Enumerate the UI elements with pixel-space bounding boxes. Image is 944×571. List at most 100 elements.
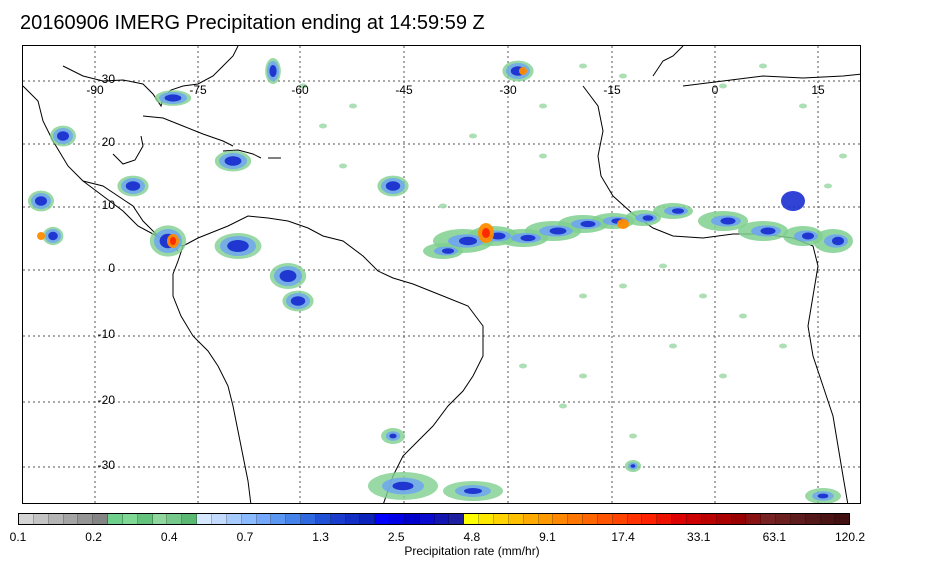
colorbar-swatch	[271, 514, 287, 524]
precip-cell	[519, 363, 527, 369]
colorbar-swatch	[19, 514, 34, 524]
colorbar-swatch	[553, 514, 569, 524]
colorbar-swatch	[137, 514, 153, 524]
colorbar-tick-label: 0.4	[160, 530, 178, 544]
precip-cell	[719, 373, 727, 379]
colorbar-swatch	[701, 514, 717, 524]
colorbar-tick-label: 0.1	[9, 530, 27, 544]
colorbar-swatch	[449, 514, 465, 524]
colorbar-tick-label: 17.4	[611, 530, 635, 544]
precip-cell	[57, 131, 69, 141]
colorbar-swatch	[33, 514, 49, 524]
precip-cell	[824, 183, 832, 189]
precip-cell	[164, 94, 182, 102]
colorbar-swatch	[731, 514, 747, 524]
precip-cell	[672, 208, 684, 214]
precipitation-field	[28, 58, 853, 503]
coastline-gulf-mexico	[23, 85, 179, 252]
precip-cell	[539, 153, 547, 159]
coastline-cuba	[142, 115, 234, 147]
precip-cell	[385, 181, 401, 191]
precip-cell	[779, 343, 787, 349]
latitude-label: 0	[108, 261, 115, 275]
colorbar-tick-label: 9.1	[539, 530, 556, 544]
precip-cell	[720, 217, 736, 225]
colorbar-swatch	[657, 514, 673, 524]
colorbar-swatch	[583, 514, 598, 524]
colorbar-swatch	[419, 514, 435, 524]
colorbar-swatch	[716, 514, 732, 524]
precip-cell	[299, 83, 307, 89]
precip-cell	[319, 123, 327, 129]
colorbar-swatch	[63, 514, 79, 524]
precip-cell	[659, 263, 667, 269]
coastline-mediterranean	[682, 73, 860, 87]
colorbar-swatch	[48, 514, 64, 524]
precip-cell	[442, 248, 454, 254]
colorbar-swatch	[597, 514, 613, 524]
precip-cell	[719, 83, 727, 89]
precip-cell	[459, 236, 477, 246]
colorbar-swatch	[627, 514, 643, 524]
colorbar-swatch	[330, 514, 346, 524]
colorbar-swatch	[152, 514, 168, 524]
precip-cell	[839, 153, 847, 159]
colorbar-swatch	[122, 514, 138, 524]
colorbar-swatch	[523, 514, 539, 524]
latitude-label: 20	[101, 135, 115, 149]
colorbar-swatch	[93, 514, 109, 524]
precip-cell	[125, 181, 141, 191]
precip-cell	[439, 203, 447, 209]
precipitation-map[interactable]: 30 20 10 0 -10 -20 -30 -90 -75 -60 -45 -30 -15 0 15	[22, 45, 861, 504]
precip-cell	[699, 293, 707, 299]
longitude-label: -60	[291, 83, 309, 97]
colorbar-swatch	[686, 514, 702, 524]
precip-cell	[619, 283, 627, 289]
colorbar-swatch	[345, 514, 361, 524]
precip-cell	[619, 73, 627, 79]
longitude-label: -75	[189, 83, 207, 97]
precip-cell	[539, 103, 547, 109]
precip-cell	[580, 220, 596, 228]
coastlines	[23, 46, 860, 503]
longitude-label: 0	[711, 83, 719, 97]
colorbar-swatch	[835, 514, 850, 524]
longitude-label: -15	[603, 83, 621, 97]
colorbar-swatch	[776, 514, 791, 524]
colorbar-tick-label: 0.2	[85, 530, 102, 544]
map-title: 20160906 IMERG Precipitation ending at 1…	[20, 12, 485, 34]
precip-cell	[269, 65, 277, 77]
colorbar-swatch	[167, 514, 183, 524]
colorbar-swatch	[375, 514, 391, 524]
colorbar-swatch	[390, 514, 405, 524]
precip-cell	[227, 240, 249, 252]
precip-cell	[37, 232, 45, 240]
precip-cell	[279, 270, 297, 282]
latitude-label: -20	[97, 393, 115, 407]
colorbar-swatch	[805, 514, 821, 524]
precip-cell	[669, 343, 677, 349]
latitude-label: 30	[101, 72, 115, 86]
precip-cell	[629, 433, 637, 439]
precip-cell	[349, 103, 357, 109]
colorbar	[18, 513, 850, 525]
colorbar-tick-label: 0.7	[236, 530, 254, 544]
colorbar-swatch	[434, 514, 450, 524]
colorbar-swatch	[108, 514, 123, 524]
latitude-label: -30	[97, 458, 115, 472]
colorbar-tick-label: 4.8	[463, 530, 481, 544]
colorbar-swatch	[211, 514, 227, 524]
precip-cell	[799, 103, 807, 109]
colorbar-swatch	[301, 514, 316, 524]
precip-cell	[617, 219, 629, 229]
colorbar-swatch	[494, 514, 509, 524]
longitude-label: -45	[395, 83, 413, 97]
colorbar-swatch	[820, 514, 836, 524]
precip-cell	[559, 403, 567, 409]
precip-cell	[519, 67, 527, 75]
latitude-label: 10	[101, 198, 115, 212]
colorbar-swatch	[672, 514, 687, 524]
colorbar-swatch	[197, 514, 212, 524]
colorbar-swatch	[78, 514, 94, 524]
precip-cell	[339, 163, 347, 169]
